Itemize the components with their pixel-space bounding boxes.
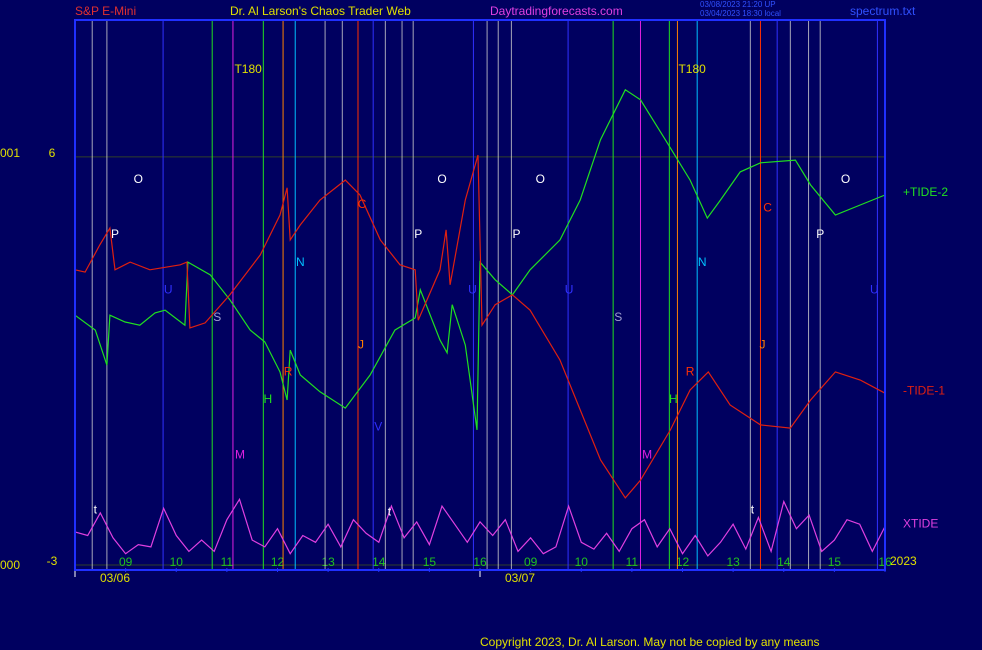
chart-title: Dr. Al Larson's Chaos Trader Web — [230, 4, 411, 18]
left-code: 000 — [0, 558, 20, 572]
x-tick-label: 15 — [828, 555, 842, 569]
annotation: U — [468, 282, 477, 296]
series-label: +TIDE-2 — [903, 185, 948, 199]
annotation: C — [358, 197, 367, 211]
annotation: O — [841, 172, 850, 186]
symbol: S&P E-Mini — [75, 4, 136, 18]
copyright: Copyright 2023, Dr. Al Larson. May not b… — [480, 635, 820, 649]
x-tick-label: 13 — [726, 555, 740, 569]
series-line — [74, 154, 886, 499]
annotation: U — [870, 282, 879, 296]
annotation: C — [763, 200, 772, 214]
x-tick-label: 11 — [221, 555, 234, 569]
annotation: R — [284, 364, 293, 378]
series-line — [74, 497, 886, 557]
series-line — [74, 88, 886, 430]
annotation: t — [94, 502, 98, 516]
annotation: O — [134, 172, 143, 186]
annotation: S — [213, 310, 221, 324]
date-label: 03/06 — [100, 571, 130, 585]
x-tick-label: 16 — [473, 555, 487, 569]
series-label: -TIDE-1 — [903, 383, 945, 397]
annotation: P — [816, 227, 824, 241]
x-tick-label: 13 — [321, 555, 335, 569]
annotation: T180 — [678, 62, 706, 76]
annotation: J — [358, 337, 364, 351]
x-tick-label: 15 — [423, 555, 437, 569]
annotation: T180 — [234, 62, 262, 76]
date-label: 03/07 — [505, 571, 535, 585]
x-tick-label: 11 — [626, 555, 639, 569]
series-label: XTIDE — [903, 517, 938, 531]
annotation: J — [759, 337, 765, 351]
annotation: S — [614, 310, 622, 324]
x-tick-label: 14 — [372, 555, 386, 569]
annotation: H — [669, 392, 678, 406]
annotation: N — [296, 255, 305, 269]
x-tick-label: 09 — [524, 555, 538, 569]
x-tick-label: 14 — [777, 555, 791, 569]
x-tick-label: 09 — [119, 555, 133, 569]
annotation: H — [264, 392, 273, 406]
annotation: R — [686, 364, 695, 378]
y-tick-label: 6 — [49, 146, 56, 160]
annotation: P — [512, 227, 520, 241]
annotation: t — [751, 502, 755, 516]
annotation: V — [374, 419, 382, 433]
plot: 6-3 09 10 11 12 13 14 15 16 09 10 11 12 13 14 15 1603/06… — [47, 20, 948, 585]
annotation: U — [565, 282, 574, 296]
annotation: P — [414, 227, 422, 241]
plot-frame — [74, 19, 886, 571]
stamp: 03/04/2023 18:30 local — [700, 9, 781, 18]
x-tick-label: 12 — [676, 555, 690, 569]
y-tick-label: -3 — [47, 554, 58, 568]
annotation: U — [164, 282, 173, 296]
annotation: t — [388, 505, 392, 519]
annotation: M — [235, 447, 245, 461]
x-tick-label: 10 — [170, 555, 184, 569]
file-name: spectrum.txt — [850, 4, 916, 18]
annotation: N — [698, 255, 707, 269]
x-tick-label: 12 — [271, 555, 285, 569]
annotation: P — [111, 227, 119, 241]
left-code: 001 — [0, 146, 20, 160]
x-tick-label: 10 — [575, 555, 589, 569]
annotation: O — [536, 172, 545, 186]
annotation: O — [437, 172, 446, 186]
annotation: M — [642, 447, 652, 461]
year: 2023 — [890, 554, 917, 568]
website: Daytradingforecasts.com — [490, 4, 623, 18]
stamp: 03/08/2023 21:20 UP — [700, 0, 776, 9]
